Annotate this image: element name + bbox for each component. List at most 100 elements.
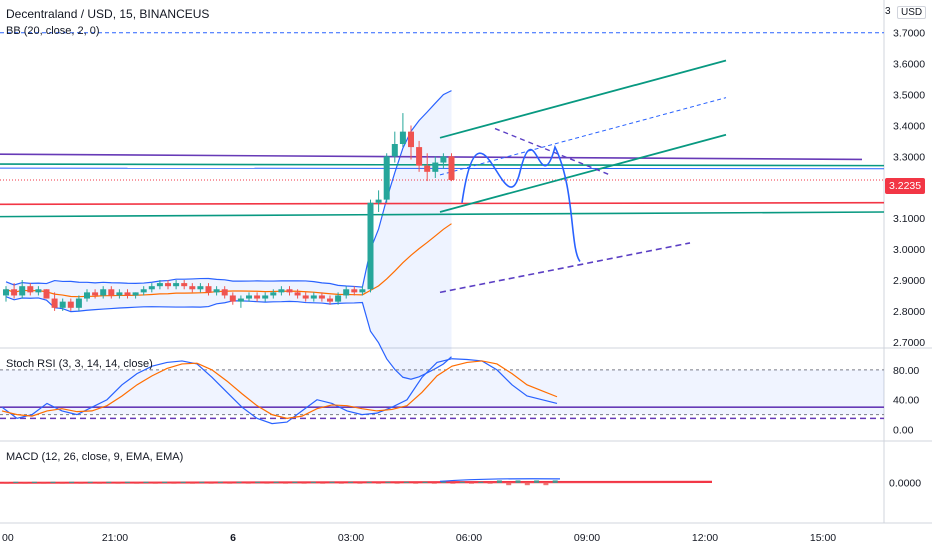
macd-histogram-bar (450, 482, 456, 484)
candle-down (221, 289, 228, 296)
macd-histogram-bar (515, 480, 521, 483)
price-tick-label: 2.7000 (893, 337, 925, 349)
macd-histogram-bar (459, 481, 465, 483)
candle-down (108, 289, 115, 296)
macd-histogram-bar (264, 482, 270, 484)
candle-up (173, 283, 180, 287)
macd-tick-label: 0.0000 (889, 478, 921, 490)
macd-histogram-bar (87, 481, 93, 483)
macd-histogram-bar (422, 481, 428, 483)
macd-histogram-bar (134, 482, 140, 484)
candle-up (237, 298, 244, 302)
candle-down (205, 286, 212, 293)
macd-histogram-bar (273, 481, 279, 483)
macd-histogram-bar (171, 482, 177, 484)
candle-up (132, 292, 139, 296)
macd-histogram-bar (217, 481, 223, 483)
time-tick-label: 03:00 (338, 532, 364, 544)
macd-histogram-bar (162, 481, 168, 483)
macd-histogram-bar (338, 482, 344, 484)
price-tick-label: 2.8000 (893, 306, 925, 318)
macd-histogram-bar (190, 482, 195, 484)
candle-up (148, 286, 155, 290)
candle-up (84, 292, 90, 299)
macd-histogram-bar (310, 481, 316, 483)
candle-up (359, 289, 366, 293)
candle-up (270, 292, 277, 296)
green-level-line[interactable] (0, 163, 885, 167)
candle-up (391, 144, 398, 157)
candle-down (11, 289, 18, 296)
candle-up (75, 298, 82, 308)
projection-dashed-line[interactable] (439, 242, 691, 294)
macd-histogram-bar (199, 481, 205, 483)
price-tick-label: 3.5000 (893, 90, 925, 102)
candle-down (67, 301, 74, 308)
macd-histogram-bar (227, 482, 233, 484)
macd-histogram-bar (487, 482, 493, 484)
candle-down (351, 289, 358, 293)
candle-up (262, 295, 269, 299)
candle-up (367, 202, 374, 290)
macd-label[interactable]: MACD (12, 26, close, 9, EMA, EMA) (6, 451, 184, 463)
bb-basis-line (5, 223, 452, 298)
macd-histogram-bar (97, 482, 102, 484)
scale-mode-label[interactable]: 3 (885, 6, 891, 17)
macd-histogram-bar (357, 482, 363, 484)
macd-histogram-bar (41, 482, 47, 484)
macd-histogram-bar (366, 481, 372, 483)
candle-up (3, 289, 9, 296)
bb-indicator-label[interactable]: BB (20, close, 2, 0) (6, 25, 100, 37)
channel-mid-line[interactable] (439, 97, 727, 176)
channel-lower-line[interactable] (439, 133, 727, 213)
head-shoulder-neck-line[interactable] (494, 127, 611, 176)
bb-upper-line (5, 90, 452, 288)
candle-up (213, 289, 220, 293)
time-tick-label: 06:00 (456, 532, 482, 544)
candle-down (181, 283, 188, 287)
channel-upper-line[interactable] (439, 59, 727, 139)
price-tick-label: 3.4000 (893, 120, 925, 132)
candle-up (440, 156, 447, 163)
time-tick-label: 21:00 (102, 532, 128, 544)
macd-histogram-bar (31, 481, 37, 483)
macd-histogram-bar (13, 481, 19, 483)
candle-up (116, 292, 123, 296)
macd-histogram-bar (506, 482, 512, 486)
macd-histogram-bar (283, 482, 288, 484)
candle-up (343, 289, 350, 296)
candle-up (335, 295, 342, 302)
currency-badge[interactable]: USD (897, 6, 927, 19)
macd-histogram-bar (115, 482, 121, 484)
macd-histogram-bar (469, 482, 474, 484)
candle-up (19, 286, 26, 296)
macd-histogram-bar (301, 482, 307, 484)
macd-histogram-bar (245, 482, 251, 484)
candle-down (229, 295, 236, 302)
candle-up (59, 301, 66, 308)
candle-down (318, 295, 325, 299)
blue-level-line[interactable] (0, 167, 885, 170)
red-level-line[interactable] (0, 201, 885, 206)
macd-histogram-bar (69, 481, 75, 483)
stoch-rsi-label[interactable]: Stoch RSI (3, 3, 14, 14, close) (6, 358, 153, 370)
macd-histogram-bar (329, 481, 335, 483)
price-tick-label: 3.1000 (893, 213, 925, 225)
macd-histogram-bar (394, 482, 400, 484)
macd-histogram-bar (152, 482, 158, 484)
freehand-path[interactable] (461, 144, 581, 262)
purple-trend-line[interactable] (0, 153, 863, 161)
green-support-line[interactable] (0, 211, 885, 218)
chart-title: Decentraland / USD, 15, BINANCEUS (6, 7, 210, 21)
candle-down (51, 298, 58, 308)
candle-up (35, 289, 42, 293)
stoch-k-line (1, 358, 558, 425)
rsi-tick-label: 40.00 (893, 395, 919, 407)
macd-histogram-bar (106, 481, 112, 483)
candle-up (310, 295, 317, 299)
macd-histogram-bar (124, 481, 130, 483)
candle-down (27, 286, 34, 293)
candle-down (327, 298, 333, 302)
candle-down (416, 147, 423, 166)
macd-histogram-bar (255, 481, 261, 483)
